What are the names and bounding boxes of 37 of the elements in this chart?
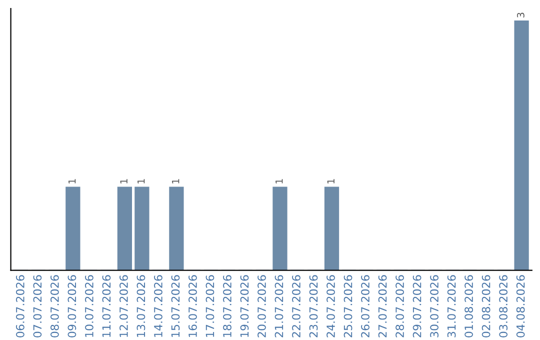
x-tick-label: 07.07.2026 [33, 275, 42, 338]
x-tick-label: 16.07.2026 [188, 275, 197, 337]
x-tick-label: 03.08.2026 [499, 275, 508, 338]
x-tick-label: 26.07.2026 [361, 275, 370, 338]
x-tick-label: 25.07.2026 [344, 275, 352, 338]
x-tick-label: 28.07.2026 [396, 275, 404, 338]
x-tick-label: 24.07.2026 [326, 275, 335, 338]
x-tick-label: 01.08.2026 [464, 275, 474, 338]
x-tick-label: 31.07.2026 [447, 275, 456, 338]
x-tick-label: 29.07.2026 [412, 275, 422, 338]
x-tick-label: 27.07.2026 [378, 275, 387, 338]
x-tick-label: 19.07.2026 [240, 275, 249, 337]
data-label: 3 [517, 12, 524, 18]
x-tick-label: 30.07.2026 [430, 275, 438, 338]
x-tick-label: 21.07.2026 [274, 275, 284, 338]
data-label: 1 [68, 179, 76, 184]
x-tick-label: 14.07.2026 [154, 275, 162, 337]
x-tick-label: 04.08.2026 [516, 275, 525, 338]
x-tick-label: 12.07.2026 [120, 275, 128, 337]
x-tick-label: 09.07.2026 [68, 275, 76, 338]
x-tick-label: 13.07.2026 [136, 275, 146, 337]
x-tick-label: 10.07.2026 [84, 275, 94, 337]
x-tick-label: 02.08.2026 [482, 275, 490, 338]
x-tick-label: 11.07.2026 [102, 275, 111, 337]
x-tick-label: 08.07.2026 [50, 275, 59, 338]
x-tick-label: 15.07.2026 [171, 275, 180, 337]
data-label: 1 [327, 179, 334, 184]
data-label: 1 [172, 179, 180, 184]
x-tick-label: 18.07.2026 [223, 275, 232, 337]
x-tick-label: 17.07.2026 [206, 275, 214, 337]
x-tick-label: 23.07.2026 [309, 275, 318, 338]
x-tick-label: 22.07.2026 [292, 275, 300, 338]
data-label: 1 [120, 179, 128, 184]
data-label: 1 [138, 179, 145, 184]
x-tick-label: 06.07.2026 [16, 275, 24, 338]
x-tick-label: 20.07.2026 [258, 275, 266, 338]
data-label: 1 [276, 179, 283, 184]
